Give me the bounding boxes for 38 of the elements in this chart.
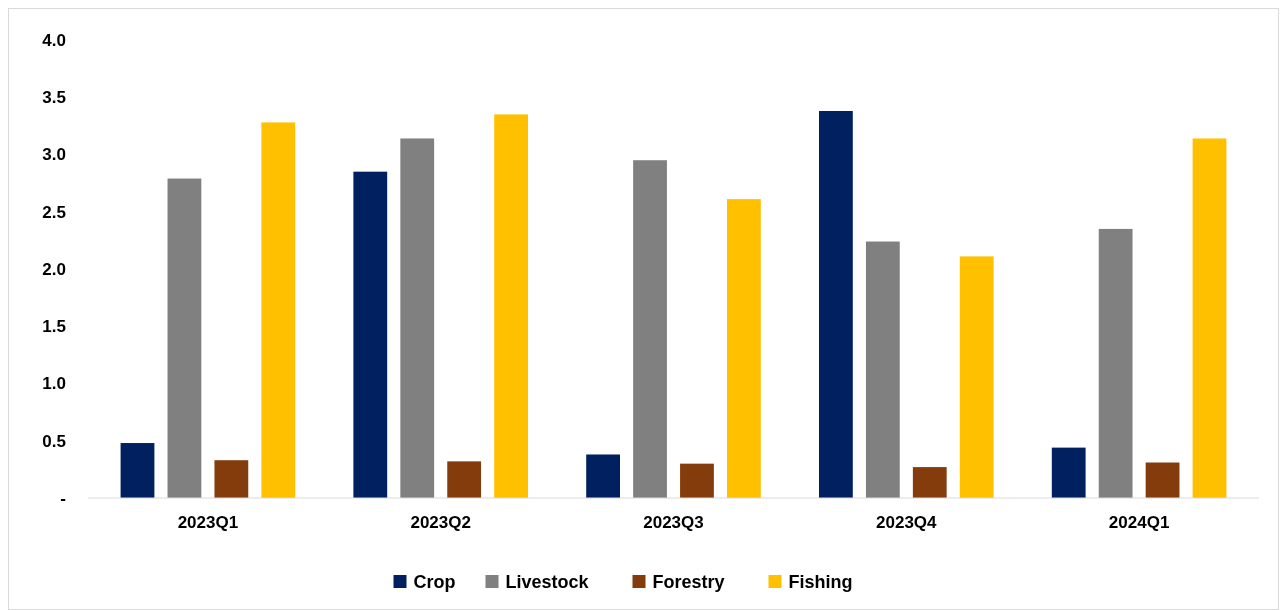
bar [1145, 462, 1180, 498]
bar [586, 454, 620, 498]
bar [633, 160, 667, 498]
bar [447, 461, 482, 498]
bar [865, 241, 900, 498]
bar [494, 114, 528, 498]
y-tick-label: 1.5 [42, 317, 66, 337]
bar [1192, 138, 1227, 498]
x-tick-label: 2023Q2 [410, 513, 471, 532]
y-tick-label: 4.0 [42, 30, 66, 50]
y-tick-label: 0.5 [42, 431, 66, 451]
bar [959, 256, 994, 498]
y-tick-label: - [60, 488, 66, 508]
legend-label: Forestry [652, 572, 725, 593]
bar [1051, 447, 1086, 498]
x-tick-label: 2024Q1 [1108, 513, 1170, 532]
legend-label: Crop [413, 572, 456, 593]
x-tick-label: 2023Q1 [177, 513, 239, 532]
bar [261, 122, 296, 498]
bar [727, 199, 761, 498]
x-tick-label: 2023Q3 [643, 513, 704, 532]
bar [680, 463, 714, 498]
y-tick-label: 3.0 [42, 145, 66, 165]
y-tick-label: 3.5 [42, 88, 66, 108]
bar [819, 110, 853, 498]
bar [1098, 228, 1133, 498]
bar [912, 467, 947, 498]
bar [214, 460, 249, 498]
legend-label: Livestock [505, 572, 590, 593]
bar [400, 138, 435, 498]
y-tick-label: 2.0 [42, 259, 66, 279]
bar [120, 443, 155, 498]
legend-label: Fishing [788, 572, 853, 593]
bar [353, 171, 388, 498]
y-tick-label: 2.5 [42, 202, 66, 222]
y-tick-label: 1.0 [42, 374, 66, 394]
x-tick-label: 2023Q4 [876, 513, 938, 532]
bar [167, 178, 202, 498]
